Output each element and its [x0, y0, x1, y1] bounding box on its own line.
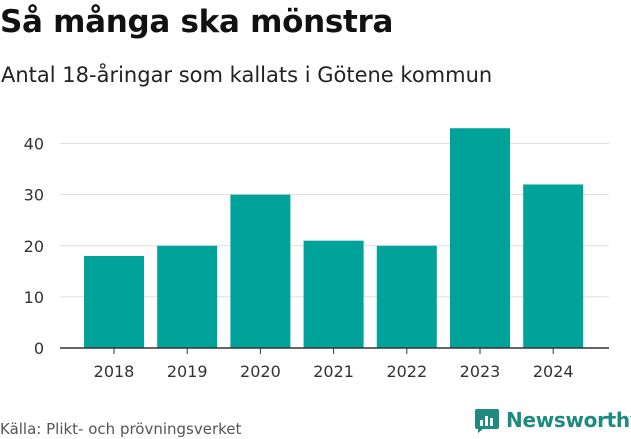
- bar-chart: 0 10 20 30 40 2018 2019 2020 2021 2022 2023 2024: [24, 128, 609, 381]
- newsworthy-logo-icon: [475, 409, 499, 433]
- y-tick-label: 10: [24, 288, 44, 307]
- x-tick-label: 2022: [386, 362, 427, 381]
- x-tick-label: 2021: [313, 362, 354, 381]
- brand-name: Newsworthy: [506, 408, 631, 432]
- y-tick-label: 30: [24, 186, 44, 205]
- brand-logo[interactable]: Newsworthy: [474, 407, 631, 433]
- bar-2018[interactable]: [84, 256, 144, 348]
- chart-title: Så många ska mönstra: [0, 4, 394, 40]
- x-tick-label: 2019: [167, 362, 208, 381]
- source-note: Källa: Plikt- och prövningsverket: [0, 420, 242, 438]
- bars: [84, 128, 584, 348]
- y-axis-ticks: 0 10 20 30 40: [24, 135, 44, 358]
- chart-subtitle: Antal 18-åringar som kallats i Götene ko…: [1, 63, 493, 87]
- bar-2024[interactable]: [523, 184, 584, 348]
- bar-2020[interactable]: [230, 194, 291, 348]
- bar-2021[interactable]: [303, 240, 364, 348]
- x-tick-label: 2020: [240, 362, 281, 381]
- x-tick-label: 2018: [94, 362, 135, 381]
- y-tick-label: 20: [24, 237, 44, 256]
- x-tick-label: 2023: [460, 362, 501, 381]
- y-tick-label: 40: [24, 135, 44, 154]
- bar-2019[interactable]: [157, 245, 218, 348]
- bar-2023[interactable]: [450, 128, 510, 348]
- y-tick-label: 0: [34, 339, 44, 358]
- x-axis-ticks: 2018 2019 2020 2021 2022 2023 2024: [94, 348, 574, 381]
- bar-2022[interactable]: [376, 245, 437, 348]
- x-tick-label: 2024: [533, 362, 574, 381]
